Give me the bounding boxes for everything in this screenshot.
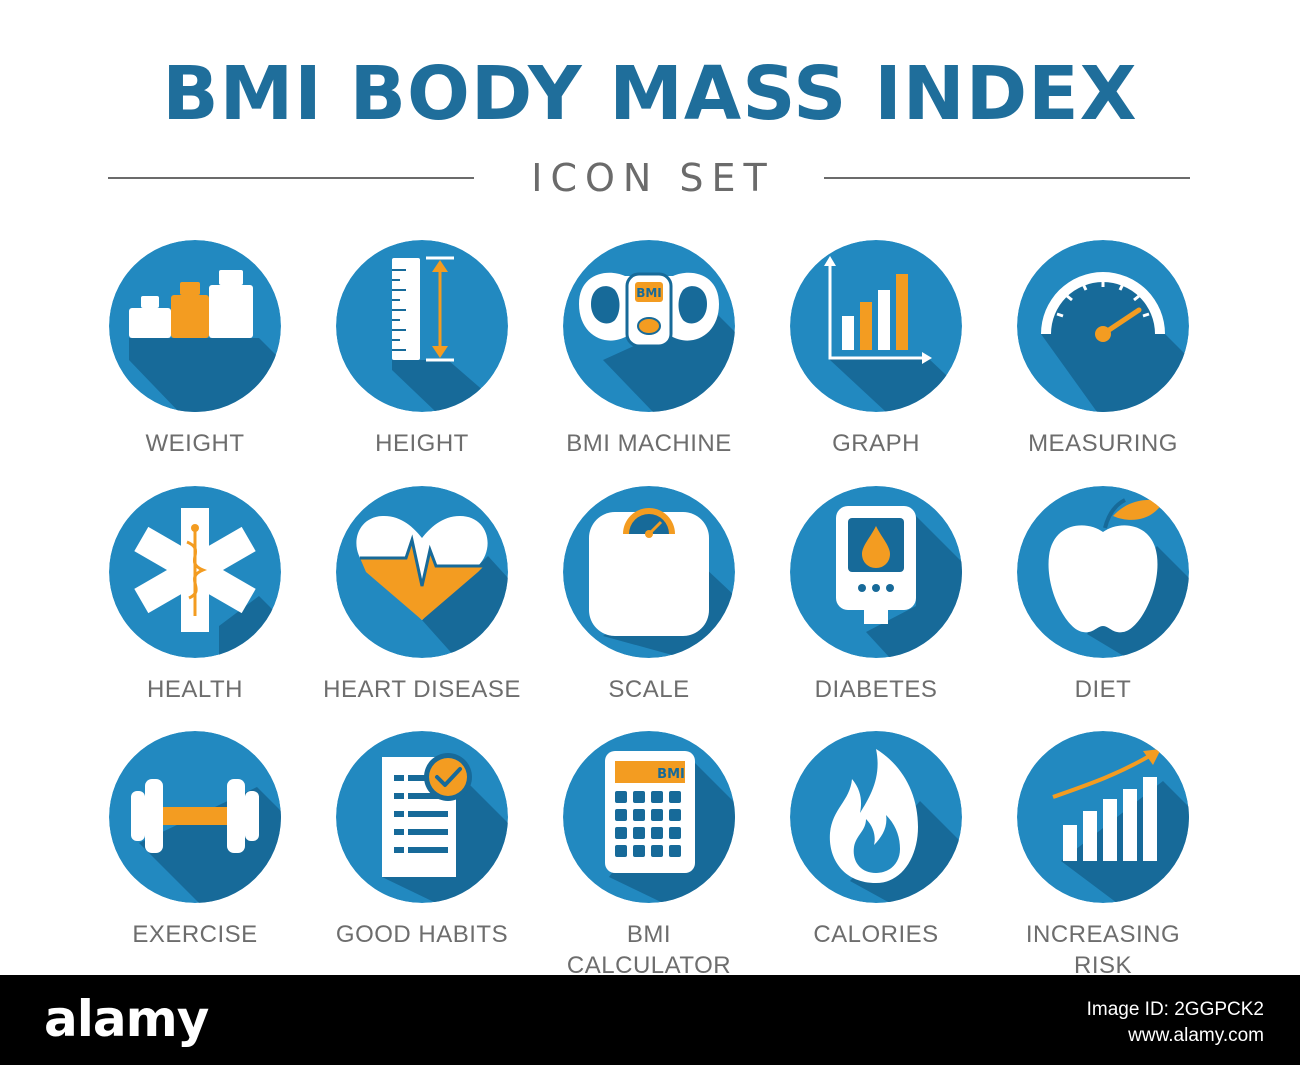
icon-tile-heart-disease: HEART DISEASE (309, 486, 535, 716)
icon-tile-bmi-calculator: BMI BMI CALCULATOR (536, 731, 762, 979)
icon-tile-graph: GRAPH (763, 240, 989, 470)
icon-label: WEIGHT (145, 430, 245, 457)
icon-label: GRAPH (832, 430, 920, 457)
ruler-height-icon (336, 240, 508, 412)
icon-label: HEALTH (147, 676, 243, 703)
image-id: Image ID: 2GGPCK2 (1086, 999, 1264, 1020)
icon-tile-bmi-machine: BMI BMI MACHINE (536, 240, 762, 470)
icon-tile-scale: SCALE (536, 486, 762, 716)
icon-label: BMI CALCULATOR (566, 921, 732, 979)
icon-label: SCALE (608, 676, 690, 703)
svg-text:BMI: BMI (636, 286, 662, 300)
weights-icon (109, 240, 281, 412)
icon-grid: WEIGHT HEIGHT (82, 240, 1216, 979)
icon-label: HEIGHT (375, 430, 469, 457)
glucose-meter-icon (790, 486, 962, 658)
star-of-life-icon (109, 486, 281, 658)
icon-label: DIABETES (814, 676, 938, 703)
alamy-logo: alamy (44, 990, 209, 1048)
footer-meta: Image ID: 2GGPCK2 www.alamy.com (1087, 997, 1264, 1049)
icon-tile-measuring: MEASURING (990, 240, 1216, 470)
icon-tile-diabetes: DIABETES (763, 486, 989, 716)
svg-text:BMI: BMI (657, 767, 685, 782)
bathroom-scale-icon (563, 486, 735, 658)
dumbbell-icon (109, 731, 281, 903)
icon-label: EXERCISE (132, 921, 258, 948)
bar-graph-icon (790, 240, 962, 412)
site-url: www.alamy.com (1128, 1025, 1264, 1046)
icon-label: CALORIES (813, 921, 939, 948)
bmi-machine-icon: BMI (563, 240, 735, 412)
icon-tile-exercise: EXERCISE (82, 731, 308, 961)
icon-label: MEASURING (1028, 430, 1178, 457)
flame-icon (790, 731, 962, 903)
icon-label: HEART DISEASE (323, 676, 521, 703)
calculator-icon: BMI (563, 731, 735, 903)
icon-tile-health: HEALTH (82, 486, 308, 716)
icon-tile-increasing-risk: INCREASING RISK (990, 731, 1216, 979)
icon-label: BMI MACHINE (566, 430, 732, 457)
heart-pulse-icon (336, 486, 508, 658)
icon-tile-height: HEIGHT (309, 240, 535, 470)
rising-chart-icon (1017, 731, 1189, 903)
icon-tile-good-habits: GOOD HABITS (309, 731, 535, 961)
page-subtitle: ICON SET (531, 156, 775, 200)
subtitle-row: ICON SET (108, 155, 1190, 201)
icon-tile-weight: WEIGHT (82, 240, 308, 470)
icon-tile-diet: DIET (990, 486, 1216, 716)
footer-bar: alamy Image ID: 2GGPCK2 www.alamy.com (0, 975, 1300, 1065)
icon-label: GOOD HABITS (335, 921, 509, 948)
icon-label: DIET (1074, 676, 1132, 703)
checklist-icon (336, 731, 508, 903)
divider-left (108, 177, 474, 179)
apple-icon (1017, 486, 1189, 658)
icon-label: INCREASING RISK (1025, 921, 1181, 979)
icon-tile-calories: CALORIES (763, 731, 989, 961)
divider-right (824, 177, 1190, 179)
gauge-icon (1017, 240, 1189, 412)
page-title: BMI BODY MASS INDEX (162, 51, 1138, 137)
